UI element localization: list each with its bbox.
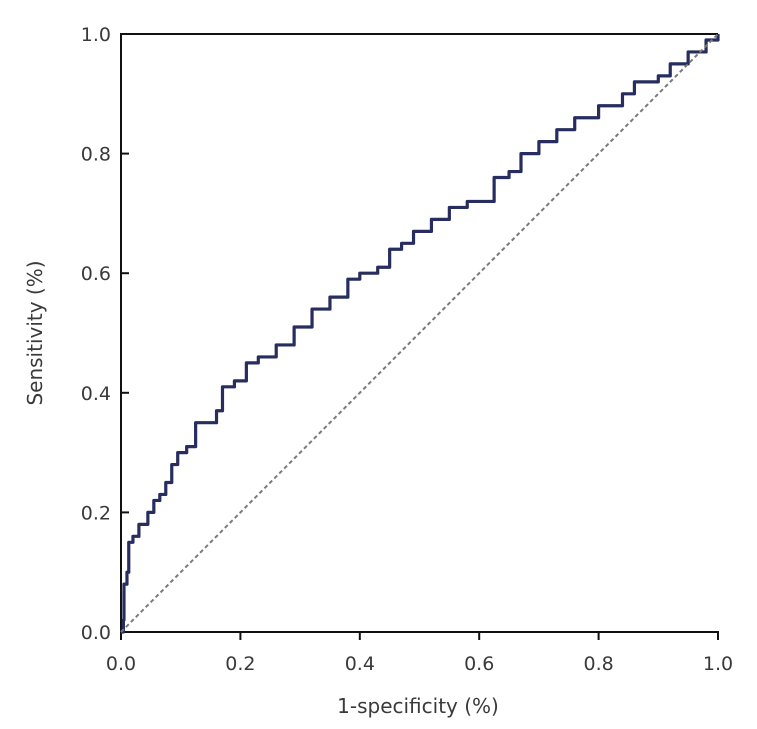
y-tick-label: 0.2	[81, 502, 111, 524]
x-tick-label: 0.4	[345, 653, 375, 675]
roc-curve-line	[121, 34, 720, 634]
y-tick-label: 0.6	[81, 263, 111, 285]
y-tick-label: 0.4	[81, 383, 111, 405]
y-tick-label: 0.0	[81, 622, 111, 644]
x-tick-label: 0.2	[225, 653, 255, 675]
axes	[120, 33, 719, 640]
x-tick-label: 0.0	[106, 653, 136, 675]
y-tick-label: 1.0	[81, 24, 111, 46]
reference-diagonal-line	[120, 33, 719, 633]
y-axis-title: Sensitivity (%)	[23, 260, 47, 405]
x-tick-label: 0.8	[583, 653, 613, 675]
series-layer	[120, 33, 720, 634]
x-tick-label: 0.6	[464, 653, 494, 675]
tick-labels: 0.0 0.2 0.4 0.6 0.8 1.0 0.0 0.2 0.4 0.6 0.8 1.0	[81, 24, 733, 675]
x-tick-label: 1.0	[703, 653, 733, 675]
y-tick-label: 0.8	[81, 144, 111, 166]
x-axis-title: 1-specificity (%)	[337, 694, 499, 718]
